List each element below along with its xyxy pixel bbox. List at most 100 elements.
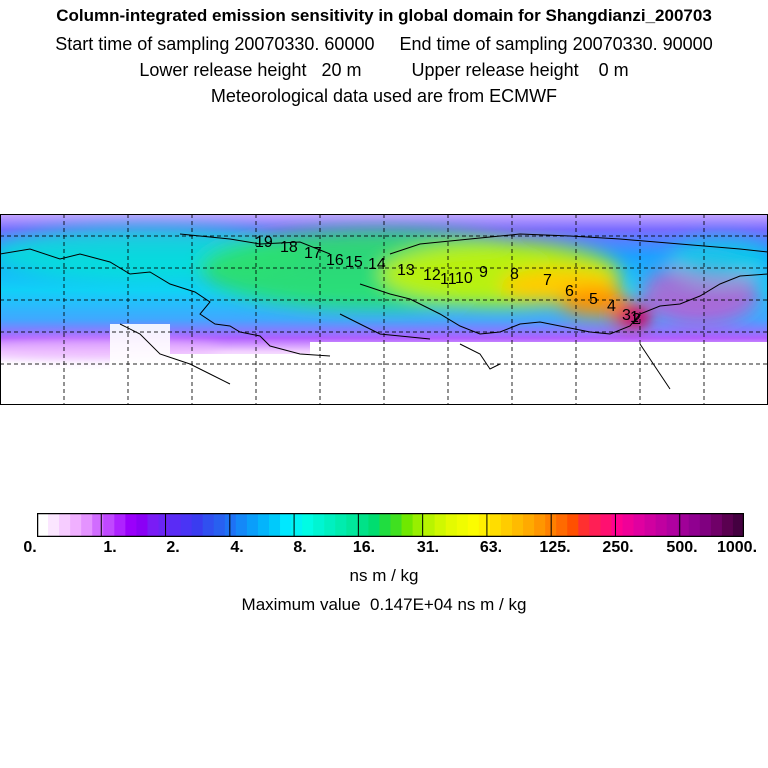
colorbar-units: ns m / kg: [349, 566, 419, 585]
colorbar-tick: 125.: [539, 539, 571, 556]
trajectory-label: 13: [397, 262, 415, 279]
colorbar-tick: 63.: [479, 539, 503, 556]
maximum-value-label: Maximum value 0.147E+04 ns m / kg: [241, 595, 527, 614]
colorbar-cell: [147, 513, 160, 537]
colorbar-cell: [611, 513, 624, 537]
colorbar-tick: 31.: [416, 539, 440, 556]
colorbar-cell: [732, 513, 744, 537]
colorbar-tick: 500.: [666, 539, 698, 556]
colorbar-cell: [434, 513, 447, 537]
colorbar-cell: [335, 513, 347, 537]
colorbar-cell: [302, 513, 314, 537]
colorbar-cell: [423, 513, 436, 537]
trajectory-label: 16: [326, 252, 344, 269]
trajectory-label: 17: [304, 245, 322, 262]
colorbar-cell: [224, 513, 237, 537]
colorbar-cell: [478, 513, 491, 537]
colorbar-cell: [103, 513, 115, 537]
trajectory-label: 5: [589, 291, 598, 308]
colorbar-cell: [346, 513, 358, 537]
colorbar-cell: [578, 513, 590, 537]
colorbar-tick: 0.: [23, 539, 37, 556]
colorbar-cell: [257, 513, 270, 537]
colorbar-cell: [523, 513, 535, 537]
colorbar-cell: [567, 513, 579, 537]
colorbar-cell: [268, 513, 281, 537]
colorbar-cell: [136, 513, 149, 537]
colorbar-cell: [158, 513, 171, 537]
trajectory-label: 12: [423, 267, 441, 284]
colorbar-tick: 1000.: [716, 539, 758, 556]
trajectory-label: 11: [440, 271, 457, 288]
trajectory-label: 19: [255, 234, 273, 251]
trajectory-label: 15: [345, 254, 363, 271]
colorbar-cell: [379, 513, 392, 537]
colorbar: [37, 513, 744, 537]
colorbar-cell: [721, 513, 734, 537]
colorbar-cell: [534, 513, 546, 537]
map-title: Column-integrated emission sensitivity i…: [56, 6, 712, 25]
colorbar-tick: 1.: [103, 539, 117, 556]
colorbar-cell: [235, 513, 248, 537]
colorbar-cell: [500, 513, 513, 537]
colorbar-cell: [456, 513, 469, 537]
colorbar-tick: 16.: [352, 539, 376, 556]
colorbar-cell: [390, 513, 403, 537]
colorbar-cell: [125, 513, 138, 537]
colorbar-cell: [246, 513, 259, 537]
colorbar-cell: [70, 513, 82, 537]
trajectory-label: 18: [280, 239, 298, 256]
colorbar-cell: [622, 513, 635, 537]
colorbar-cell: [401, 513, 414, 537]
colorbar-cell: [357, 513, 370, 537]
colorbar-cell: [291, 513, 303, 537]
release-height-line: Lower release height 20 m Upper release …: [139, 60, 629, 80]
trajectory-labels: 1 2 3 4 5 6 7 8 9 10 11 12 13 14 15 16 1…: [255, 234, 641, 328]
emission-sensitivity-map: 1 2 3 4 5 6 7 8 9 10 11 12 13 14 15 16 1…: [0, 214, 768, 405]
colorbar-cell: [445, 513, 458, 537]
colorbar-cell: [600, 513, 613, 537]
colorbar-cell: [688, 513, 701, 537]
sampling-time-line: Start time of sampling 20070330. 60000 E…: [55, 34, 713, 54]
trajectory-label: 14: [368, 256, 386, 273]
colorbar-cell: [633, 513, 646, 537]
colorbar-cell: [589, 513, 601, 537]
colorbar-cell: [213, 513, 226, 537]
colorbar-cell: [324, 513, 336, 537]
colorbar-cell: [655, 513, 668, 537]
colorbar-cell: [59, 513, 71, 537]
colorbar-cell: [37, 513, 49, 537]
colorbar-cell: [48, 513, 60, 537]
colorbar-tick: 2.: [166, 539, 180, 556]
colorbar-cell: [677, 513, 690, 537]
lat-lon-grid: [0, 214, 768, 405]
colorbar-cell: [169, 513, 182, 537]
colorbar-cell: [467, 513, 480, 537]
colorbar-cell: [412, 513, 425, 537]
colorbar-tick: 250.: [602, 539, 634, 556]
meteo-data-line: Meteorological data used are from ECMWF: [210, 86, 558, 106]
colorbar-cell: [644, 513, 657, 537]
colorbar-cell: [666, 513, 679, 537]
trajectory-label: 9: [479, 264, 488, 281]
colorbar-cell: [81, 513, 93, 537]
trajectory-label: 4: [607, 298, 616, 315]
trajectory-label: 7: [543, 272, 552, 289]
colorbar-cell: [180, 513, 193, 537]
colorbar-cell: [313, 513, 325, 537]
trajectory-label: 8: [510, 266, 519, 283]
trajectory-label: 3: [622, 307, 631, 324]
trajectory-label: 2: [632, 311, 641, 328]
colorbar-cell: [710, 513, 723, 537]
colorbar-cell: [699, 513, 712, 537]
colorbar-cell: [280, 513, 292, 537]
colorbar-cell: [368, 513, 381, 537]
colorbar-cell: [489, 513, 502, 537]
trajectory-label: 10: [455, 270, 473, 287]
colorbar-cell: [114, 513, 126, 537]
trajectory-label: 1: [630, 309, 639, 326]
colorbar-tick: 4.: [230, 539, 244, 556]
colorbar-cell: [191, 513, 204, 537]
colorbar-tick: 8.: [293, 539, 307, 556]
trajectory-label: 6: [565, 283, 574, 300]
